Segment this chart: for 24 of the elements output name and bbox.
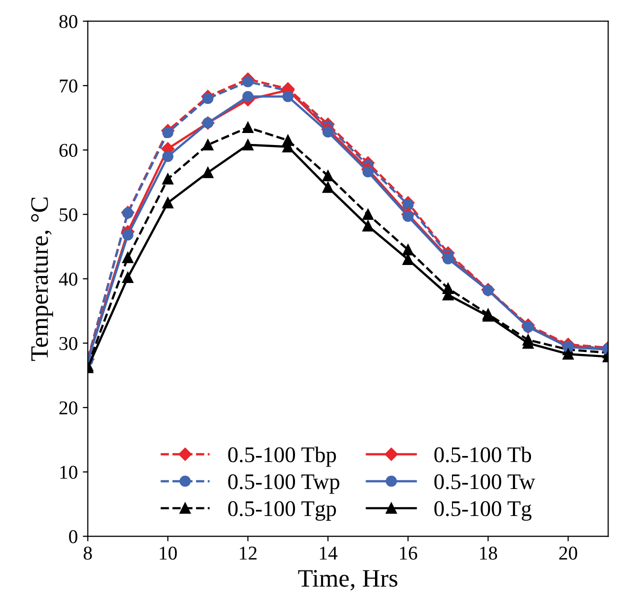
y-tick-label: 10 bbox=[60, 466, 78, 479]
x-tick-label: 10 bbox=[160, 546, 177, 560]
y-tick-label: 60 bbox=[59, 144, 78, 157]
x-tick-label: 14 bbox=[320, 546, 338, 560]
y-tick-label: 20 bbox=[59, 401, 78, 414]
legend-label: 0.5-100 Tg bbox=[434, 501, 532, 521]
legend-label: 0.5-100 Tw bbox=[434, 474, 536, 490]
y-tick-label: 30 bbox=[60, 336, 78, 350]
y-tick-label: 80 bbox=[59, 15, 78, 28]
x-tick-label: 12 bbox=[240, 546, 257, 560]
y-tick-label: 0 bbox=[69, 530, 78, 544]
legend-label: 0.5-100 Twp bbox=[228, 474, 340, 494]
legend-label: 0.5-100 Tb bbox=[434, 446, 532, 462]
x-tick-label: 8 bbox=[84, 546, 92, 560]
x-tick-label: 18 bbox=[480, 546, 498, 560]
x-tick-label: 16 bbox=[400, 546, 418, 560]
legend-label: 0.5-100 Tbp bbox=[228, 446, 336, 467]
legend-label: 0.5-100 Tgp bbox=[228, 501, 336, 521]
y-axis-title: Temperature, °C bbox=[31, 198, 54, 361]
y-tick-label: 40 bbox=[58, 272, 78, 286]
y-tick-label: 70 bbox=[60, 79, 78, 93]
x-tick-label: 20 bbox=[559, 546, 578, 560]
y-tick-label: 50 bbox=[60, 208, 78, 222]
x-axis-title: Time, Hrs bbox=[298, 570, 398, 590]
